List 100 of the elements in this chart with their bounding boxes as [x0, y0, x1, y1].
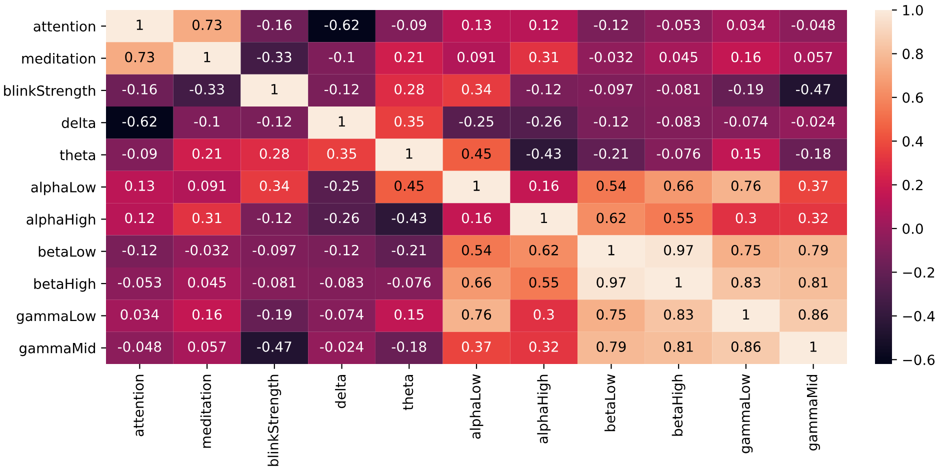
data-label: -0.09: [122, 148, 157, 159]
y-tick-label: betaLow: [38, 246, 96, 257]
data-label: -0.18: [392, 341, 426, 352]
data-label: 0.15: [394, 309, 424, 320]
x-tick-label: attention: [132, 374, 144, 436]
data-label: 0.86: [731, 341, 761, 352]
y-tick-label: attention: [34, 20, 96, 32]
y-tick-label: meditation: [22, 52, 96, 64]
data-label: 0.16: [192, 309, 222, 320]
x-tick-label: theta: [402, 374, 414, 410]
data-label: -0.12: [324, 244, 358, 256]
data-label: -0.25: [324, 180, 359, 192]
y-tick-label: gammaMid: [19, 342, 96, 356]
data-label: 0.97: [664, 244, 693, 256]
color-bar-label: −0.4: [903, 310, 935, 322]
data-label: 0.045: [188, 277, 226, 288]
data-label: 1: [608, 245, 614, 256]
data-label: 0.15: [731, 148, 760, 159]
y-tick-label: betaHigh: [34, 278, 96, 292]
data-label: -0.076: [387, 277, 431, 288]
data-label: -0.12: [324, 84, 358, 94]
data-label: -0.1: [328, 52, 354, 62]
data-label: 0.54: [596, 180, 626, 192]
data-label: 1: [540, 212, 547, 224]
data-label: 0.73: [192, 20, 222, 30]
data-label: -0.43: [392, 212, 426, 224]
x-tick-label: betaLow: [604, 374, 616, 432]
data-label: 0.34: [260, 180, 290, 192]
data-label: 0.76: [462, 309, 492, 320]
data-label: 0.21: [394, 52, 424, 62]
data-label: -0.083: [320, 277, 364, 288]
data-label: -0.074: [724, 116, 768, 127]
x-tick-label: meditation: [200, 374, 212, 448]
data-label: 1: [743, 309, 750, 320]
data-label: 0.97: [596, 277, 626, 288]
data-label: 0.86: [798, 309, 828, 320]
x-tick-label: betaHigh: [672, 374, 686, 436]
data-label: 0.091: [188, 180, 226, 192]
data-label: 0.34: [462, 84, 492, 94]
data-label: 0.034: [120, 309, 159, 320]
y-tick-label: theta: [60, 150, 96, 160]
data-label: 0.75: [731, 244, 760, 256]
data-label: 1: [474, 180, 480, 191]
data-label: 0.79: [596, 341, 626, 352]
data-label: -0.21: [594, 148, 628, 159]
data-label: -0.032: [590, 52, 632, 62]
data-label: 0.81: [798, 277, 828, 288]
data-label: 1: [338, 116, 345, 126]
data-label: 0.66: [664, 180, 694, 192]
data-label: -0.62: [324, 20, 358, 30]
data-label: 0.057: [794, 52, 832, 62]
x-tick-label: alphaHigh: [537, 374, 551, 444]
data-label: 0.16: [462, 212, 492, 224]
data-label: 0.21: [192, 148, 222, 159]
data-label: -0.12: [122, 244, 156, 256]
data-label: 0.28: [394, 84, 424, 94]
data-label: 0.62: [529, 244, 558, 256]
data-label: -0.12: [594, 116, 628, 127]
data-label: 0.12: [529, 20, 558, 30]
data-label: 0.3: [736, 212, 756, 224]
data-label: -0.25: [459, 116, 494, 127]
x-tick-label: alphaLow: [470, 374, 484, 439]
data-label: 1: [204, 52, 210, 62]
data-label: 0.057: [188, 341, 226, 352]
color-bar-label: 0.6: [902, 92, 923, 103]
data-label: -0.12: [257, 116, 291, 127]
data-label: -0.18: [796, 148, 830, 159]
data-label: -0.09: [392, 20, 426, 30]
data-label: -0.097: [590, 84, 632, 94]
data-label: 1: [810, 342, 816, 352]
data-label: 0.091: [458, 52, 496, 62]
data-label: -0.048: [792, 20, 835, 30]
data-label: 0.79: [798, 244, 828, 256]
data-label: -0.032: [185, 244, 228, 256]
x-tick-label: gammaMid: [806, 374, 820, 451]
x-tick-label: blinkStrength: [268, 374, 282, 466]
data-label: -0.21: [392, 244, 426, 256]
data-label: -0.47: [257, 341, 292, 352]
data-label: 0.62: [596, 212, 626, 224]
data-label: 0.55: [529, 277, 558, 288]
data-label: -0.62: [122, 116, 156, 127]
data-label: -0.43: [526, 148, 561, 159]
data-label: -0.19: [728, 84, 763, 94]
y-tick-label: gammaLow: [16, 310, 96, 324]
data-label: 0.45: [462, 148, 491, 159]
color-bar-label: 0.2: [902, 180, 922, 190]
data-label: -0.16: [122, 84, 157, 94]
data-label: 0.37: [798, 180, 828, 192]
y-tick-label: blinkStrength: [4, 85, 96, 99]
data-label: -0.053: [656, 20, 700, 30]
color-bar-label: 0.8: [902, 48, 923, 60]
data-label: -0.33: [257, 52, 292, 62]
data-label: 0.66: [462, 277, 492, 288]
data-label: 0.35: [327, 148, 356, 159]
data-label: -0.024: [320, 341, 364, 352]
color-bar-label: −0.6: [903, 354, 935, 366]
data-label: 0.35: [394, 116, 424, 127]
data-label: 0.31: [529, 52, 558, 62]
data-label: 0.31: [192, 212, 222, 224]
data-label: 0.13: [462, 20, 491, 30]
